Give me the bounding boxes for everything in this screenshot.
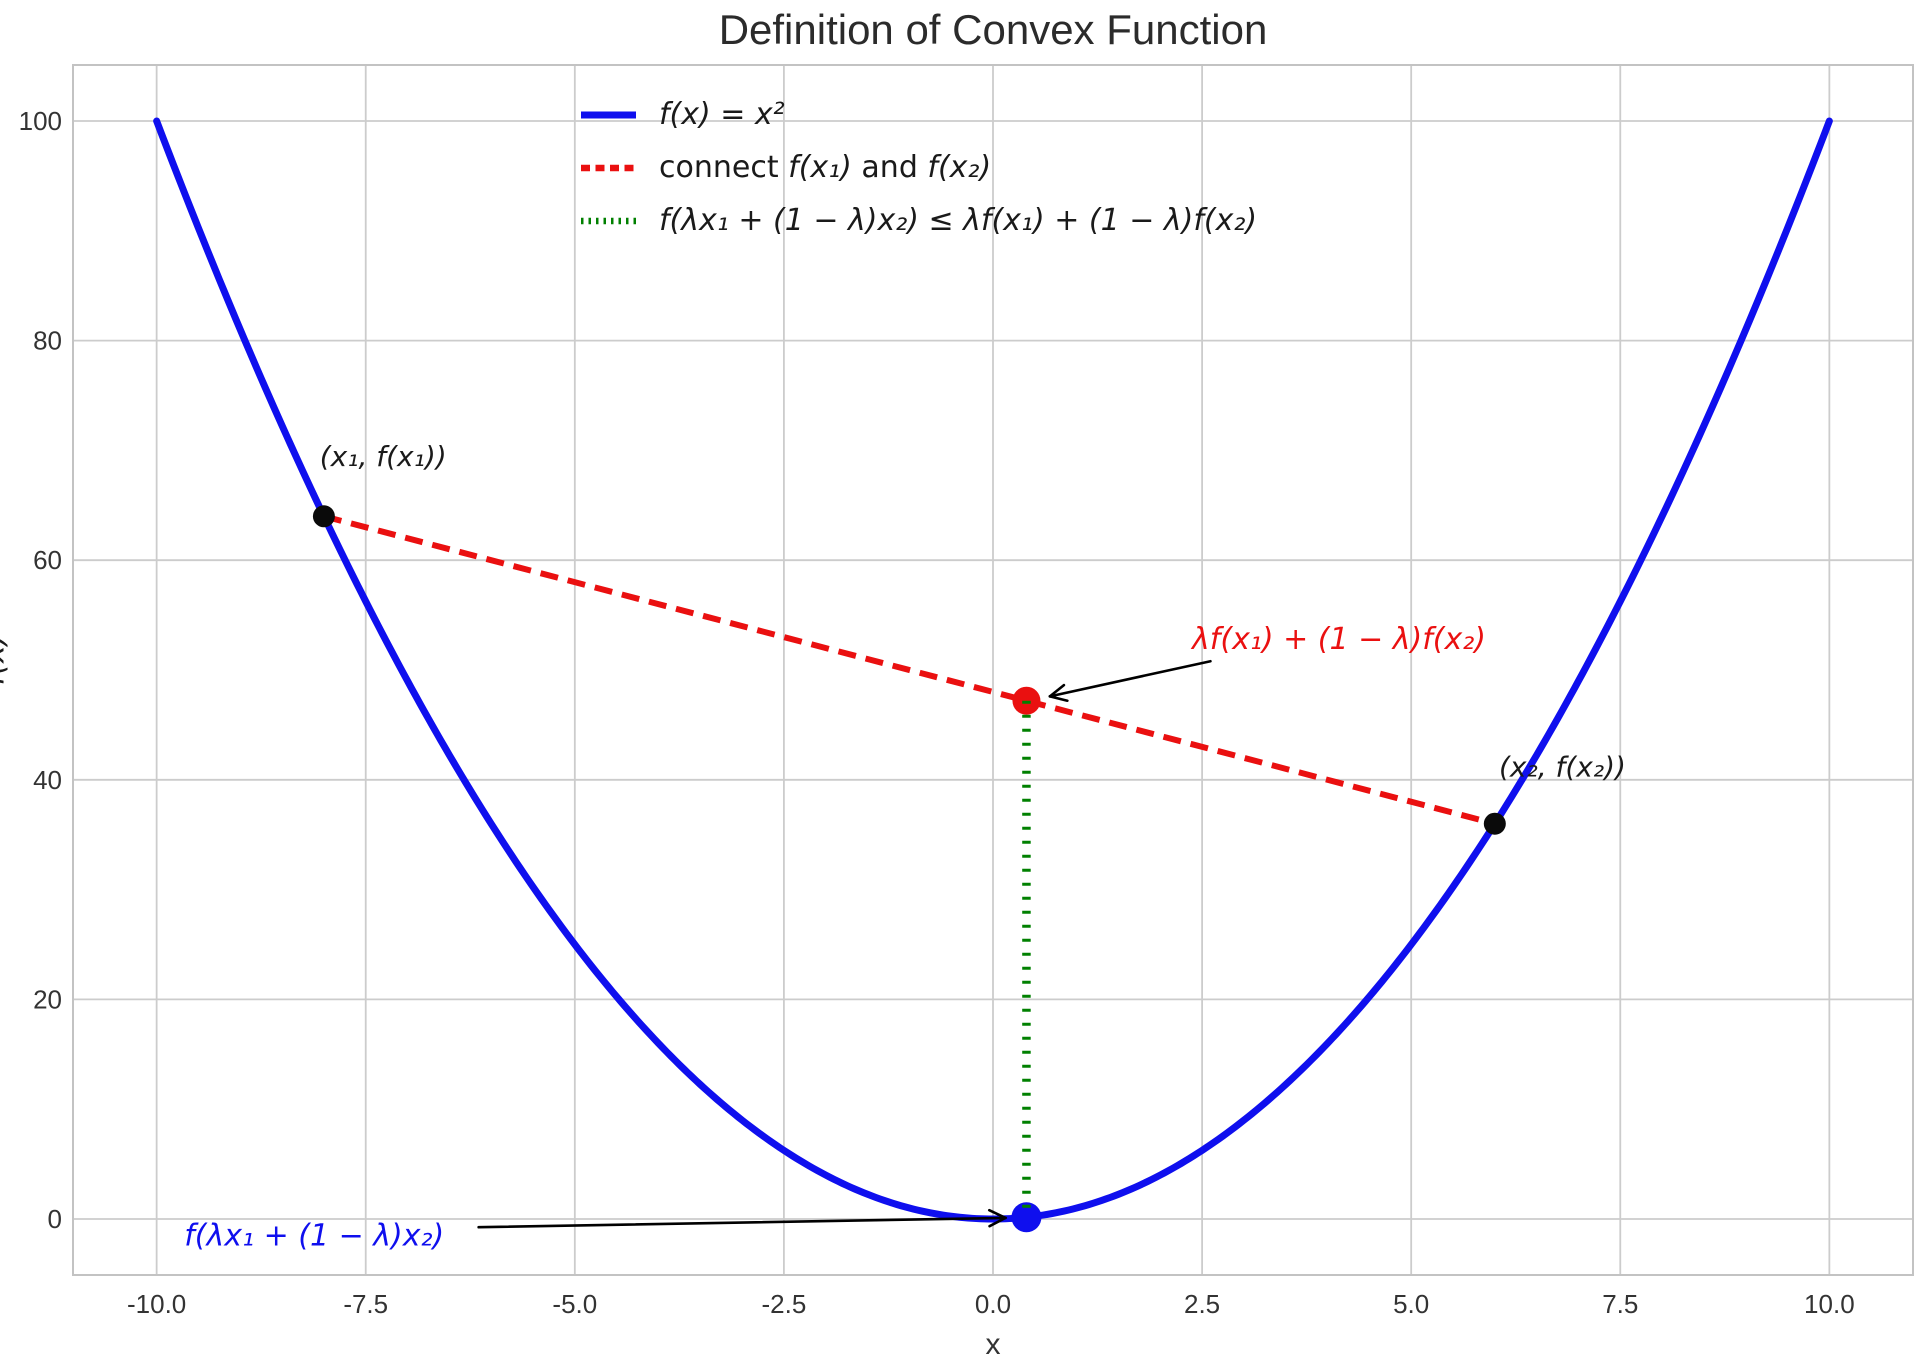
y-tick-label: 0 [48,1204,62,1234]
chord-value-label-arrowhead [1048,683,1066,698]
legend-swatch-dotted-line [581,217,636,224]
x-tick-label: 10.0 [1804,1289,1855,1319]
legend-entry: connect f(x₁) and f(x₂) [580,141,1257,194]
legend-entry-label: f(x) = x² [659,97,785,132]
x-tick-label: -10.0 [127,1289,186,1319]
legend-entry-label: f(λx₁ + (1 − λ)x₂) ≤ λf(x₁) + (1 − λ)f(x… [659,203,1258,238]
y-tick-label: 60 [33,545,62,575]
y-axis-label: f(x) [0,633,12,686]
y-tick-label: 80 [33,326,62,356]
point-x1 [312,505,335,528]
point-x2 [1483,812,1506,835]
x-tick-label: 0.0 [975,1289,1011,1319]
x-tick-label: -7.5 [343,1289,388,1319]
x-tick-label: 2.5 [1184,1289,1220,1319]
chord-value-label-arrow [1048,659,1212,698]
curve-value-label-arrowhead [988,1216,1007,1228]
point-curve-value [1011,1202,1042,1233]
legend-entry: f(x) = x² [580,88,1257,141]
legend-entry-label: connect f(x₁) and f(x₂) [659,150,992,185]
x-tick-label: 7.5 [1602,1289,1638,1319]
curve-value-label: f(λx₁ + (1 − λ)x₂) [184,1218,444,1253]
x-tick-label: -5.0 [552,1289,597,1319]
x-axis-label: x [985,1328,1001,1361]
legend-swatch-dashed-line [581,164,636,171]
chord-value-label: λf(x₁) + (1 − λ)f(x₂) [1190,622,1486,657]
chord-value-label-arrowhead [1048,695,1069,703]
point1-label: (x₁, f(x₁)) [320,440,447,473]
x-tick-label: -2.5 [762,1289,807,1319]
x-tick-label: 5.0 [1393,1289,1429,1319]
point2-label: (x₂, f(x₂)) [1499,751,1626,784]
y-tick-label: 20 [33,984,62,1014]
y-tick-label: 40 [33,765,62,795]
axes-border [72,64,1914,1276]
y-tick-label: 100 [19,106,62,136]
legend-entry: f(λx₁ + (1 − λ)x₂) ≤ λf(x₁) + (1 − λ)f(x… [580,194,1257,247]
curve-value-label-arrowhead [987,1208,1007,1220]
chord-line [323,513,1496,827]
chart-title: Definition of Convex Function [718,6,1268,53]
legend-swatch-solid-line [581,111,636,118]
curve-value-label-arrow [477,1216,1007,1229]
legend: f(x) = x² connect f(x₁) and f(x₂) f(λx₁ + … [580,88,1257,247]
